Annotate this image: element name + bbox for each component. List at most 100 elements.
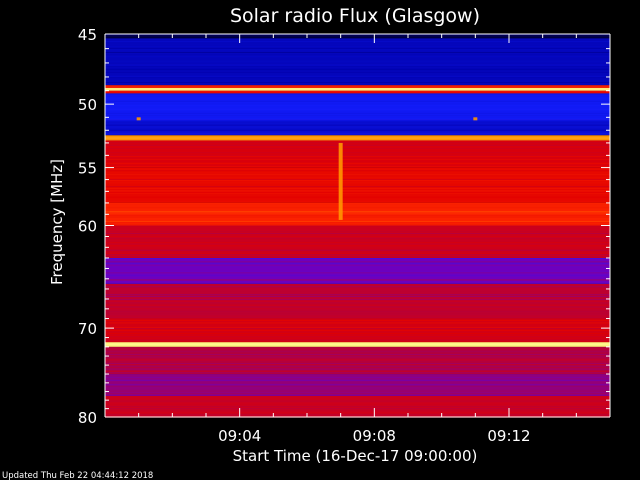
heatmap-texture-line (105, 98, 610, 100)
heatmap-texture-line (105, 111, 610, 113)
heatmap-texture-line (105, 224, 610, 226)
heatmap-texture-line (105, 64, 610, 66)
heatmap-texture-line (105, 298, 610, 300)
heatmap-texture-line (105, 309, 610, 311)
heatmap-texture-line (105, 220, 610, 222)
updated-footer: Updated Thu Feb 22 04:44:12 2018 (2, 471, 153, 480)
heatmap-texture-line (105, 80, 610, 82)
heatmap-texture-line (105, 162, 610, 164)
heatmap-texture-line (105, 108, 610, 110)
burst-feature (338, 142, 343, 220)
heatmap-texture-line (105, 400, 610, 402)
heatmap-texture-line (105, 196, 610, 198)
heatmap-texture-line (105, 120, 610, 122)
heatmap-texture-line (105, 249, 610, 251)
heatmap-texture-line (105, 414, 610, 416)
heatmap-texture-line (105, 65, 610, 67)
heatmap-texture-line (105, 406, 610, 407)
heatmap-texture-line (105, 89, 610, 91)
heatmap-texture-line (105, 327, 610, 329)
heatmap-texture-line (105, 44, 610, 45)
heatmap-texture-line (105, 336, 610, 338)
heatmap-texture-line (105, 197, 610, 199)
heatmap-texture-line (105, 253, 610, 255)
heatmap-texture-line (105, 122, 610, 124)
heatmap-texture-line (105, 376, 610, 378)
heatmap-texture-line (105, 186, 610, 187)
heatmap-texture-line (105, 155, 610, 157)
heatmap-texture-line (105, 245, 610, 247)
heatmap-texture-line (105, 211, 610, 213)
heatmap-texture-line (105, 270, 610, 272)
heatmap-texture-line (105, 41, 610, 43)
heatmap-texture-line (105, 103, 610, 105)
heatmap-texture-line (105, 241, 610, 243)
heatmap-texture-line (105, 62, 610, 64)
heatmap-texture-line (105, 368, 610, 370)
heatmap-texture-line (105, 152, 610, 154)
heatmap-texture-line (105, 408, 610, 410)
heatmap-band (105, 87, 610, 91)
heatmap-band (105, 93, 610, 120)
burst-feature (136, 117, 141, 121)
heatmap-texture-line (105, 247, 610, 249)
heatmap-texture-line (105, 313, 610, 315)
heatmap-texture-line (105, 188, 610, 190)
heatmap-texture-line (105, 267, 610, 269)
y-tick-label: 45 (78, 26, 97, 44)
heatmap-texture-line (105, 234, 610, 236)
heatmap-texture-line (105, 115, 610, 116)
heatmap-texture-line (105, 279, 610, 281)
heatmap-texture-line (105, 150, 610, 152)
heatmap-area (105, 34, 610, 418)
y-axis: 45 50 55 60 70 80 (78, 26, 611, 427)
heatmap-texture-line (105, 339, 610, 341)
heatmap-texture-line (105, 222, 610, 224)
heatmap-texture-line (105, 216, 610, 218)
heatmap-texture-line (105, 173, 610, 175)
heatmap-band (105, 202, 610, 226)
heatmap-texture-line (105, 77, 610, 79)
heatmap-texture-line (105, 192, 610, 193)
heatmap-texture-line (105, 179, 610, 180)
heatmap-texture-line (105, 253, 610, 255)
heatmap-texture-line (105, 180, 610, 182)
heatmap-texture-line (105, 133, 610, 135)
heatmap-texture-line (105, 193, 610, 194)
heatmap-texture-line (105, 350, 610, 352)
heatmap-texture-line (105, 308, 610, 310)
heatmap-texture-line (105, 258, 610, 260)
heatmap-texture-line (105, 348, 610, 350)
heatmap-texture-line (105, 144, 610, 146)
heatmap-texture-line (105, 68, 610, 70)
x-tick-label: 09:08 (353, 427, 396, 445)
heatmap-texture-line (105, 376, 610, 378)
heatmap-texture-line (105, 359, 610, 361)
heatmap-texture-line (105, 76, 610, 78)
heatmap-texture-line (105, 131, 610, 133)
heatmap-texture-line (105, 147, 610, 149)
heatmap-texture-line (105, 157, 610, 159)
heatmap-texture-line (105, 159, 610, 161)
heatmap-texture-line (105, 190, 610, 192)
heatmap-texture-line (105, 291, 610, 293)
heatmap-texture-line (105, 275, 610, 277)
heatmap-texture-line (105, 398, 610, 400)
heatmap-texture-line (105, 294, 610, 295)
burst-feature (473, 117, 478, 121)
heatmap-texture-line (105, 71, 610, 73)
heatmap-texture-line (105, 49, 610, 51)
heatmap-texture-line (105, 294, 610, 296)
heatmap-texture-line (105, 238, 610, 240)
heatmap-texture-line (105, 200, 610, 202)
heatmap-texture-line (105, 403, 610, 405)
heatmap-texture-line (105, 206, 610, 208)
heatmap-texture-line (105, 177, 610, 179)
heatmap-texture-line (105, 82, 610, 83)
heatmap-texture-line (105, 105, 610, 107)
heatmap-texture-line (105, 228, 610, 230)
heatmap-texture-line (105, 163, 610, 165)
heatmap-texture-line (105, 315, 610, 317)
heatmap-texture-line (105, 201, 610, 203)
